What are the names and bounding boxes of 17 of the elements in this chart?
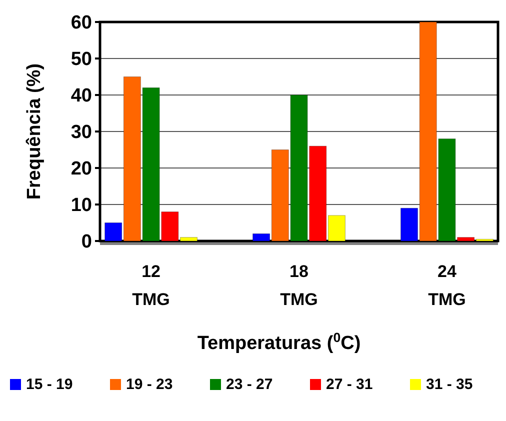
y-axis-title: Frequência (%)	[24, 63, 45, 200]
x-axis-title: Temperaturas ($^{0}$C)	[197, 330, 361, 354]
x-tick-label: 24 TMG	[428, 262, 466, 309]
y-tick-label: 60	[70, 12, 92, 34]
legend-label: 27 - 31	[326, 376, 373, 393]
legend-label: 23 - 27	[226, 376, 273, 393]
legend-label: 31 - 35	[426, 376, 473, 393]
legend-label: 15 - 19	[26, 376, 73, 393]
x-tick-label: 12 TMG	[132, 262, 170, 309]
y-tick-label: 20	[70, 158, 92, 180]
y-tick-label: 50	[70, 49, 92, 70]
y-tick-label: 0	[81, 232, 92, 253]
x-tick-label: 18 TMG	[280, 262, 318, 309]
y-tick-label: 40	[70, 86, 92, 107]
y-tick-label: 10	[70, 195, 92, 216]
legend-label: 19 - 23	[126, 376, 173, 393]
y-tick-label: 30	[70, 122, 92, 144]
